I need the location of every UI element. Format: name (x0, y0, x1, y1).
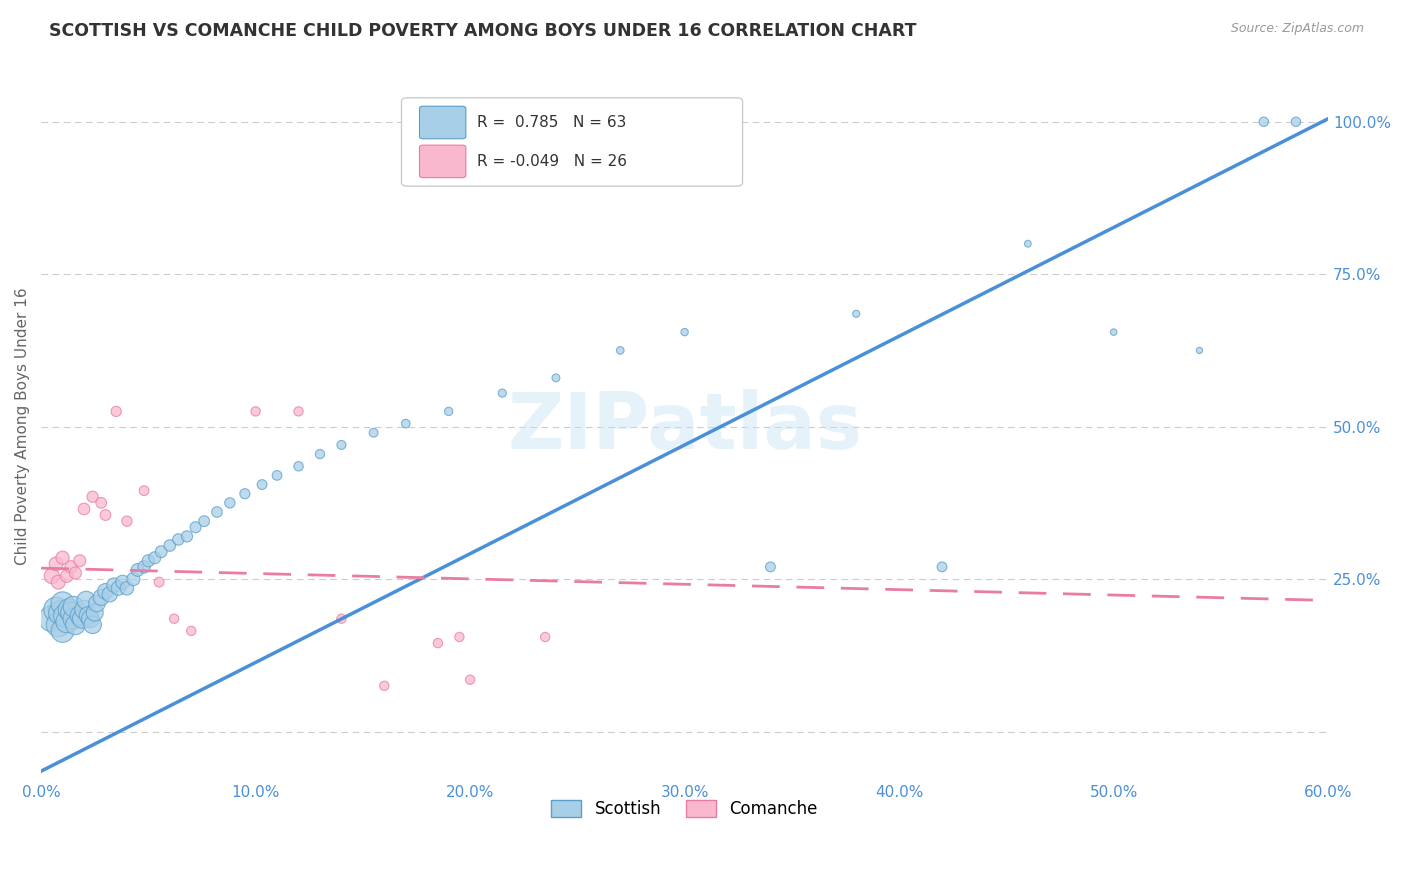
Point (534, 630, 557, 644)
Point (143, 550, 166, 565)
Point (218, 496, 240, 510)
Point (82, 490, 104, 504)
Point (287, 459, 309, 474)
Point (609, 343, 631, 358)
Point (759, 560, 782, 574)
Point (83, 606, 105, 620)
Point (60, 560, 83, 574)
Point (73, 602, 96, 616)
Point (373, 679, 395, 693)
Point (94, 584, 117, 599)
Point (176, 529, 198, 543)
Point (94, 508, 117, 522)
Point (45, 602, 67, 616)
Point (53, 608, 76, 623)
Point (77, 608, 100, 623)
Point (56, 569, 79, 583)
Text: Source: ZipAtlas.com: Source: ZipAtlas.com (1230, 22, 1364, 36)
Text: R = -0.049   N = 26: R = -0.049 N = 26 (478, 154, 627, 169)
Point (266, 468, 288, 483)
Point (167, 533, 190, 547)
Point (544, 371, 567, 385)
Point (103, 578, 125, 592)
Point (205, 505, 228, 519)
Point (180, 624, 202, 638)
Point (62, 599, 84, 614)
Point (56, 615, 79, 629)
Point (309, 447, 332, 461)
Point (163, 612, 186, 626)
Point (132, 483, 155, 498)
Point (1253, 115, 1275, 129)
Text: ZIPatlas: ZIPatlas (508, 389, 862, 465)
Point (45, 557, 67, 571)
Point (287, 404, 309, 418)
Text: R =  0.785   N = 63: R = 0.785 N = 63 (478, 115, 627, 130)
Point (148, 575, 170, 590)
FancyBboxPatch shape (419, 106, 465, 139)
Point (58, 602, 80, 616)
Point (245, 404, 267, 418)
Point (122, 572, 145, 586)
Point (184, 520, 207, 534)
Point (115, 514, 138, 528)
Point (132, 560, 155, 574)
Point (62, 612, 84, 626)
Point (65, 566, 87, 580)
Point (159, 539, 181, 553)
Point (931, 560, 953, 574)
Point (46, 617, 69, 632)
Point (426, 636, 449, 650)
Point (90, 496, 112, 510)
Point (90, 591, 112, 605)
Point (1188, 343, 1211, 358)
Point (60, 606, 83, 620)
Point (138, 554, 160, 568)
Point (70, 612, 93, 626)
Point (845, 307, 868, 321)
Point (491, 386, 513, 401)
Point (51, 550, 73, 565)
Point (673, 325, 696, 339)
Point (150, 544, 173, 558)
Point (82, 617, 104, 632)
Point (1017, 236, 1039, 251)
FancyBboxPatch shape (402, 98, 742, 186)
Point (437, 404, 460, 418)
Point (1285, 115, 1308, 129)
FancyBboxPatch shape (419, 145, 465, 178)
Point (65, 617, 87, 632)
Point (69, 608, 91, 623)
Text: SCOTTISH VS COMANCHE CHILD POVERTY AMONG BOYS UNDER 16 CORRELATION CHART: SCOTTISH VS COMANCHE CHILD POVERTY AMONG… (49, 22, 917, 40)
Point (73, 502, 96, 516)
Point (51, 624, 73, 638)
Point (86, 597, 108, 611)
Point (105, 404, 128, 418)
Point (41, 569, 63, 583)
Point (458, 673, 481, 687)
Point (449, 630, 471, 644)
Point (51, 597, 73, 611)
Point (1102, 325, 1125, 339)
Point (233, 486, 256, 500)
Point (395, 417, 418, 431)
Point (79, 612, 101, 626)
Point (41, 612, 63, 626)
Point (98, 587, 121, 601)
Point (49, 606, 72, 620)
Point (115, 581, 138, 595)
Point (111, 575, 134, 590)
Point (330, 612, 353, 626)
Point (330, 438, 353, 452)
Legend: Scottish, Comanche: Scottish, Comanche (544, 794, 825, 825)
Point (69, 554, 91, 568)
Point (193, 514, 215, 528)
Y-axis label: Child Poverty Among Boys Under 16: Child Poverty Among Boys Under 16 (15, 288, 30, 566)
Point (363, 425, 385, 440)
Point (250, 477, 273, 491)
Point (46, 575, 69, 590)
Point (127, 563, 149, 577)
Point (107, 581, 129, 595)
Point (75, 593, 97, 607)
